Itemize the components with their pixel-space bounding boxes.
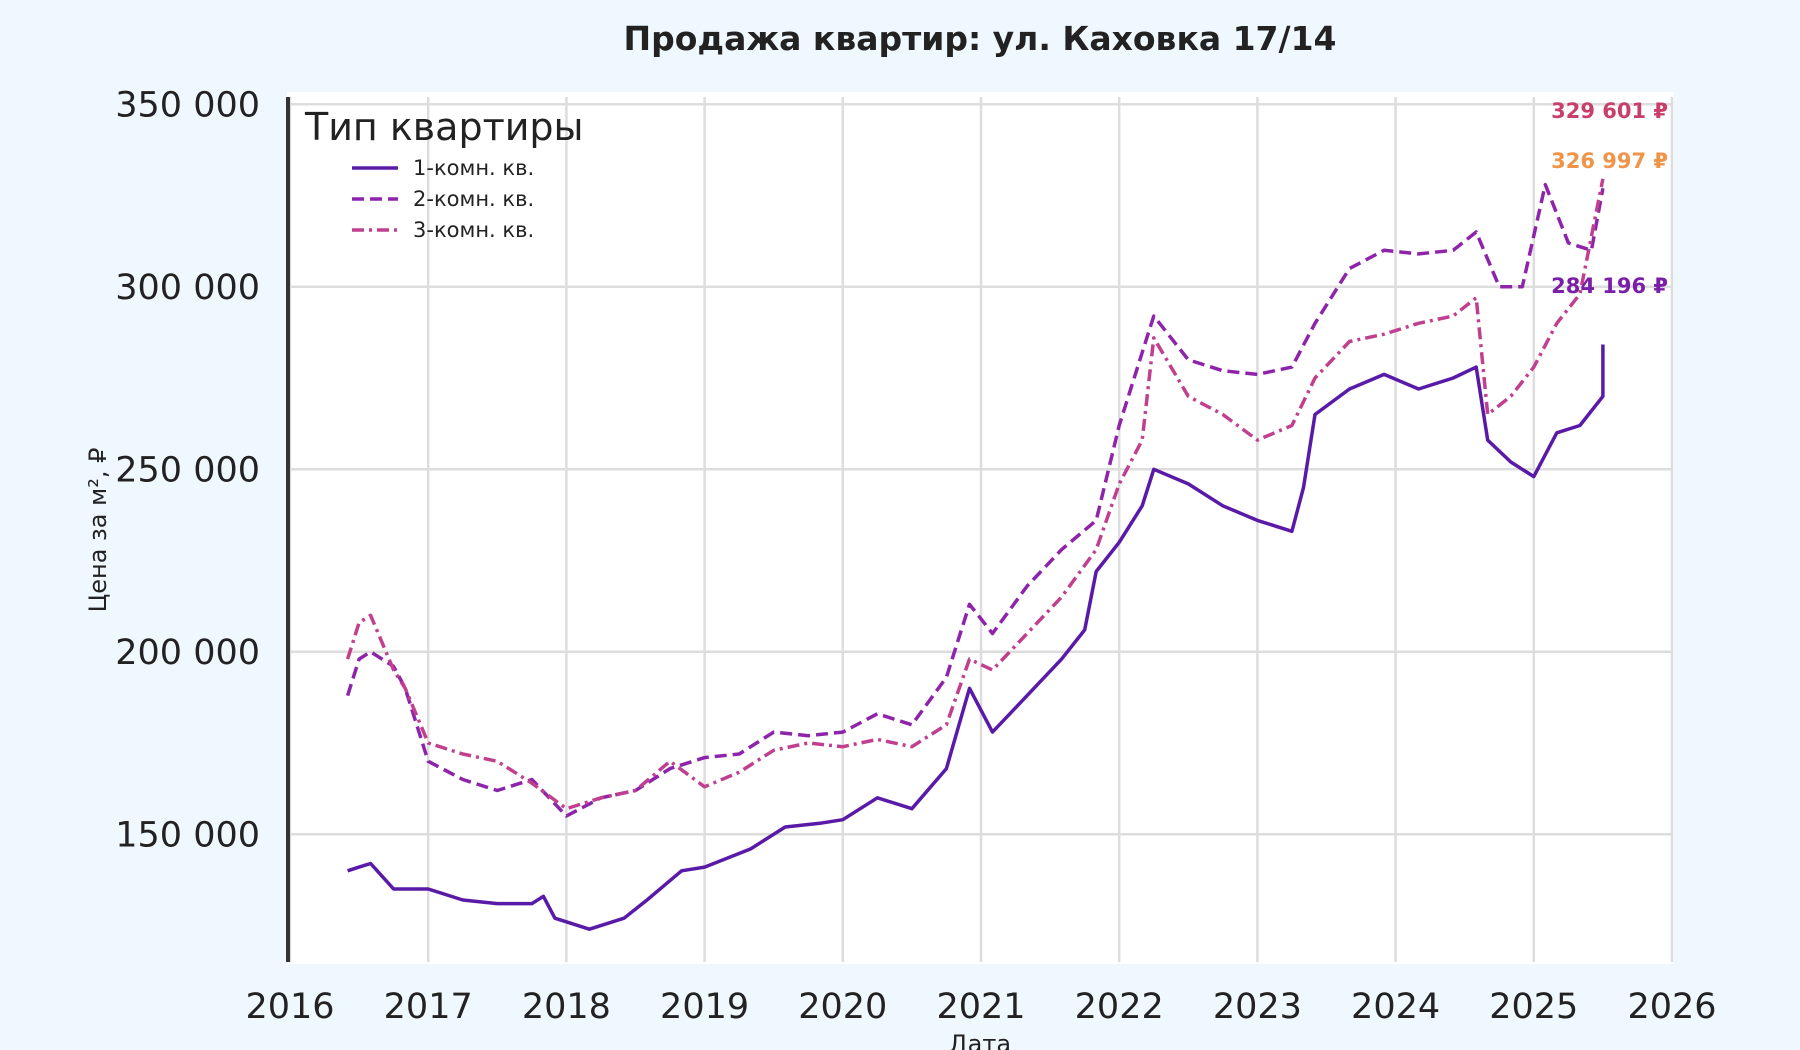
- x-tick-label: 2017: [384, 987, 473, 1027]
- end-value-label: 284 196 ₽: [1551, 274, 1668, 298]
- series-lines: [345, 178, 1605, 931]
- x-tick-label: 2016: [245, 987, 334, 1027]
- series-line-3: [345, 178, 1605, 811]
- x-tick-label: 2026: [1627, 987, 1716, 1027]
- x-tick-label: 2020: [798, 987, 887, 1027]
- end-value-label: 326 997 ₽: [1551, 149, 1668, 173]
- y-axis-label: Цена за м², ₽: [84, 448, 112, 613]
- x-tick-label: 2018: [522, 987, 611, 1027]
- series-line-1: [347, 344, 1605, 931]
- series-line-2: [345, 182, 1605, 818]
- x-tick-labels: 2016 2017 2018 2019 2020 2021 2022 2023 2024 2025…: [245, 987, 1716, 1027]
- x-tick-label: 2024: [1351, 987, 1440, 1027]
- legend: Тип квартиры 1-комн. кв. 2-комн. кв. 3-ком…: [304, 105, 584, 242]
- y-tick-labels: 150 000 200 000 250 000 300 000 350 000: [115, 85, 260, 855]
- x-tick-label: 2019: [660, 987, 749, 1027]
- y-tick-label: 250 000: [115, 450, 260, 490]
- x-tick-label: 2022: [1075, 987, 1164, 1027]
- legend-label: 3-комн. кв.: [413, 218, 534, 242]
- x-tick-label: 2023: [1213, 987, 1302, 1027]
- y-tick-label: 350 000: [115, 85, 260, 125]
- y-tick-label: 150 000: [115, 815, 260, 855]
- y-tick-label: 300 000: [115, 268, 260, 308]
- legend-label: 2-комн. кв.: [413, 187, 534, 211]
- grid: [288, 97, 1674, 962]
- end-labels: 284 196 ₽ 326 997 ₽ 329 601 ₽: [1551, 99, 1668, 298]
- x-tick-label: 2025: [1489, 987, 1578, 1027]
- x-tick-label: 2021: [936, 987, 1025, 1027]
- legend-label: 1-комн. кв.: [413, 156, 534, 180]
- end-value-label: 329 601 ₽: [1551, 99, 1668, 123]
- chart-title: Продажа квартир: ул. Каховка 17/14: [624, 19, 1337, 58]
- y-tick-label: 200 000: [115, 633, 260, 673]
- legend-title: Тип квартиры: [304, 105, 584, 149]
- x-axis-label: Дата: [949, 1030, 1011, 1050]
